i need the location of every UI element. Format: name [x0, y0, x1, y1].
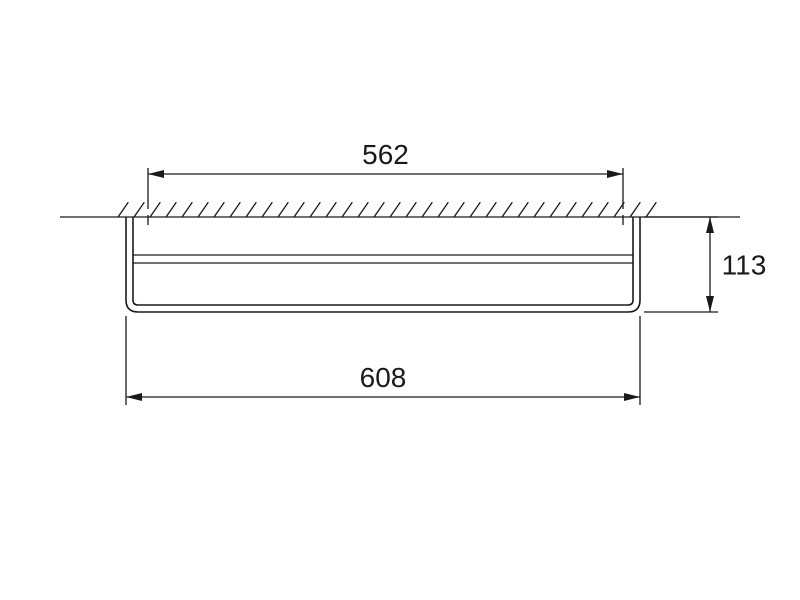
- dim-bottom-width-label: 608: [360, 362, 407, 393]
- dim-height-label: 113: [722, 250, 767, 281]
- dim-top-width-label: 562: [362, 139, 409, 170]
- technical-drawing: 562 608 113: [0, 0, 800, 600]
